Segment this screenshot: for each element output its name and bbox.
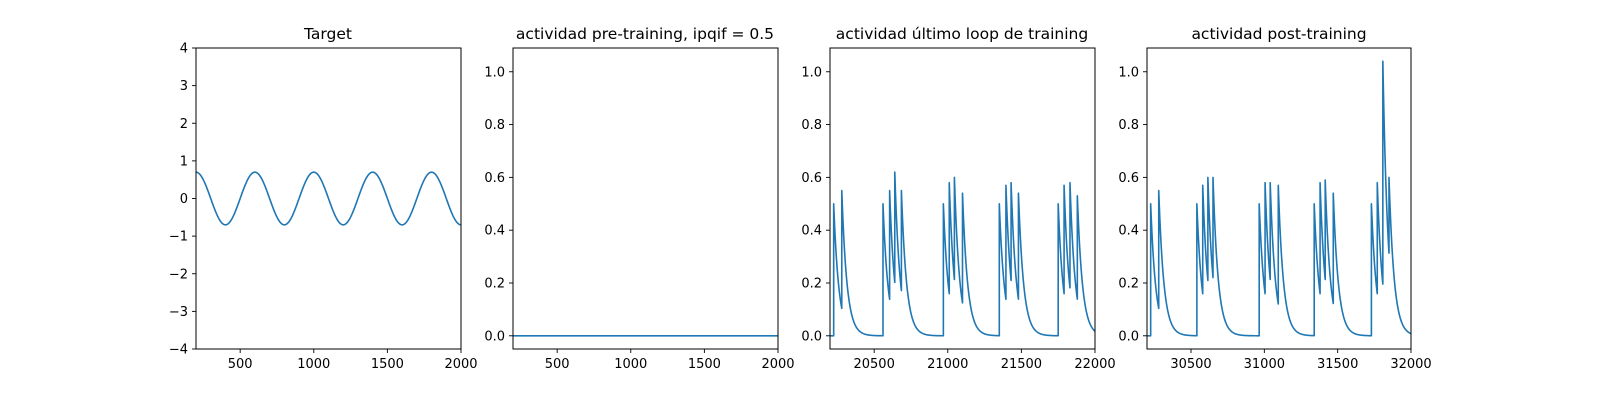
y-tick-label: 1.0 [1118, 65, 1139, 80]
y-tick-label: 0.4 [801, 224, 822, 239]
panel-post-training: actividad post-training 30500 31000 31500 3… [1118, 25, 1431, 372]
y-tick-label: 0.4 [1118, 224, 1139, 239]
y-tick-label: 0.2 [801, 276, 822, 291]
y-tick-label: 3 [180, 79, 188, 94]
x-tick-label: 1500 [371, 357, 404, 372]
y-tick-label: 1.0 [801, 65, 822, 80]
x-tick-label: 2000 [444, 357, 477, 372]
panel-title-last-training-loop: actividad último loop de training [836, 25, 1088, 43]
y-tick-label: 1.0 [484, 65, 505, 80]
x-tick-label: 31000 [1244, 357, 1285, 372]
x-tick-label: 2000 [761, 357, 794, 372]
x-tick-label: 30500 [1170, 357, 1211, 372]
y-tick-label: 0.2 [1118, 276, 1139, 291]
panel-title-pre-training: actividad pre-training, ipqif = 0.5 [516, 25, 774, 43]
y-tick-label: 0.8 [801, 118, 822, 133]
y-tick-label: 1 [180, 154, 188, 169]
y-tick-label: 0.2 [484, 276, 505, 291]
axes-frame [1146, 47, 1412, 350]
y-tick-label: 0.0 [484, 329, 505, 344]
y-tick-label: 0.4 [484, 224, 505, 239]
x-tick-label: 22000 [1074, 357, 1115, 372]
axes-frame [512, 47, 779, 350]
y-tick-label: 0.6 [484, 171, 505, 186]
y-tick-label: 0.6 [1118, 171, 1139, 186]
y-tick-label: 0 [180, 192, 188, 207]
series-line [830, 171, 1095, 337]
y-tick-label: 0.8 [484, 118, 505, 133]
x-tick-label: 21500 [1001, 357, 1042, 372]
x-tick-label: 32000 [1390, 357, 1431, 372]
y-tick-label: 0.8 [1118, 118, 1139, 133]
x-tick-label: 20500 [853, 357, 894, 372]
y-tick-label: 0.0 [1118, 329, 1139, 344]
x-tick-label: 1000 [614, 357, 647, 372]
y-tick-label: −3 [169, 305, 188, 320]
y-tick-label: 4 [180, 42, 188, 57]
panel-title-post-training: actividad post-training [1191, 25, 1366, 43]
y-tick-label: 0.6 [801, 171, 822, 186]
x-tick-label: 500 [545, 357, 570, 372]
x-tick-label: 21000 [927, 357, 968, 372]
series-line [1147, 60, 1411, 337]
panel-pre-training: actividad pre-training, ipqif = 0.5 500 1… [484, 25, 794, 372]
series-line [196, 171, 461, 226]
panel-target: Target 500 1000 1500 2000 −4 −3 −2 −1 0 1 2 3 4 [169, 25, 478, 372]
y-tick-label: −1 [169, 230, 188, 245]
axes-frame [829, 47, 1096, 350]
x-tick-label: 500 [228, 357, 253, 372]
panel-last-training-loop: actividad último loop de training 20500 2… [801, 25, 1115, 372]
x-tick-label: 1000 [297, 357, 330, 372]
y-tick-label: 0.0 [801, 329, 822, 344]
x-tick-label: 1500 [688, 357, 721, 372]
x-tick-label: 31500 [1317, 357, 1358, 372]
panel-title-target: Target [303, 25, 352, 43]
y-tick-label: 2 [180, 117, 188, 132]
y-tick-label: −4 [169, 343, 188, 358]
y-tick-label: −2 [169, 267, 188, 282]
